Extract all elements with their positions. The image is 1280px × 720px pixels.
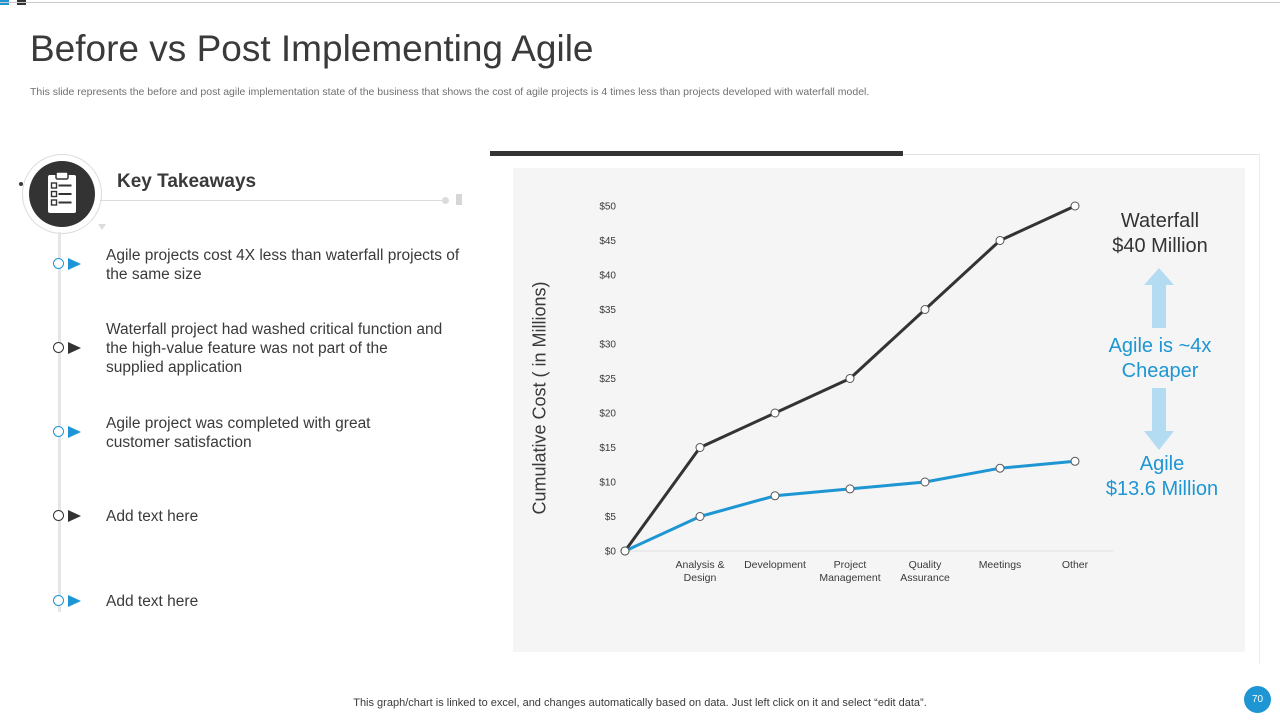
waterfall-annotation-line2: $40 Million xyxy=(1112,235,1208,257)
x-tick-label: Management xyxy=(819,572,880,584)
chart-right-border xyxy=(1259,154,1260,664)
agile-annotation-line2: $13.6 Million xyxy=(1105,478,1219,500)
bullet-arrow-icon xyxy=(68,342,81,354)
y-tick-label: $40 xyxy=(599,271,616,282)
page-number-badge: 70 xyxy=(1244,686,1271,713)
y-tick-label: $0 xyxy=(605,547,617,558)
takeaways-line-end-dot xyxy=(442,197,449,204)
takeaways-ring-dot xyxy=(19,182,23,186)
data-point-waterfall xyxy=(695,443,705,452)
y-tick-label: $15 xyxy=(599,443,616,454)
y-tick-label: $10 xyxy=(599,478,616,489)
data-point-agile xyxy=(620,546,630,556)
top-divider xyxy=(0,2,1280,3)
footer-note: This graph/chart is linked to excel, and… xyxy=(353,697,927,709)
bullet-arrow-icon xyxy=(68,426,81,438)
bullet-circle-icon xyxy=(53,342,64,353)
data-point-agile xyxy=(1070,456,1080,466)
page-subtitle: This slide represents the before and pos… xyxy=(30,86,870,98)
bullet-circle-icon xyxy=(53,426,64,437)
x-tick-label: Other xyxy=(1062,559,1089,571)
takeaways-down-arrow xyxy=(98,224,106,230)
data-point-agile xyxy=(995,463,1005,473)
data-point-waterfall xyxy=(845,374,855,383)
y-tick-label: $25 xyxy=(599,374,616,385)
bullet-arrow-icon xyxy=(68,258,81,270)
bullet-arrow-icon xyxy=(68,510,81,522)
takeaways-heading: Key Takeaways xyxy=(117,171,257,192)
x-tick-label: Design xyxy=(684,572,717,584)
page-title: Before vs Post Implementing Agile xyxy=(30,28,594,69)
agile-annotation: Agile $13.6 Million xyxy=(1106,452,1218,502)
x-tick-label: Project xyxy=(834,559,867,571)
agile-cheaper-line2: Cheaper xyxy=(1121,360,1199,382)
chart-top-bar xyxy=(490,151,903,156)
data-point-agile xyxy=(770,491,780,501)
agile-cheaper-annotation: Agile is ~4x Cheaper xyxy=(1109,334,1212,384)
chart-y-axis-label: Cumulative Cost ( in Millions) xyxy=(529,281,550,515)
bullet-circle-icon xyxy=(53,258,64,269)
y-tick-label: $45 xyxy=(599,236,616,247)
takeaways-line-end-bar xyxy=(456,194,462,205)
data-point-waterfall xyxy=(770,408,780,418)
data-point-waterfall xyxy=(920,305,930,314)
takeaway-text-5: Add text here xyxy=(106,593,199,610)
x-tick-label: Analysis & xyxy=(675,559,724,571)
waterfall-annotation: Waterfall $40 Million xyxy=(1112,209,1208,259)
takeaway-text-3: Agile project was completed with great c… xyxy=(106,415,371,451)
takeaways-icon-circle xyxy=(29,161,95,227)
y-tick-label: $5 xyxy=(605,512,617,523)
data-point-waterfall xyxy=(1070,201,1080,211)
cost-line-chart: $0 $5 $10 $15 $20 $25 $30 $35 $40 $45 $50 Analysis … xyxy=(599,201,1113,584)
bullet-circle-icon xyxy=(53,595,64,606)
x-tick-label: Meetings xyxy=(979,559,1022,571)
x-tick-label: Development xyxy=(744,559,806,571)
data-point-agile xyxy=(695,512,705,521)
takeaway-text-2: Waterfall project had washed critical fu… xyxy=(106,321,443,376)
clipboard-checklist-icon xyxy=(48,171,76,213)
double-arrow-icon xyxy=(1144,268,1174,450)
takeaway-text-4: Add text here xyxy=(106,508,199,525)
data-point-waterfall xyxy=(995,236,1005,245)
y-tick-label: $30 xyxy=(599,340,616,351)
x-tick-label: Assurance xyxy=(900,572,950,584)
takeaways-timeline xyxy=(58,232,61,612)
chart-top-line xyxy=(903,154,1260,155)
waterfall-annotation-line1: Waterfall xyxy=(1120,210,1200,232)
y-tick-label: $35 xyxy=(599,305,616,316)
x-tick-label: Quality xyxy=(909,559,942,571)
takeaway-text-1: Agile projects cost 4X less than waterfa… xyxy=(106,247,460,283)
bullet-arrow-icon xyxy=(68,595,81,607)
chart-background xyxy=(513,168,1245,652)
takeaways-icon-ring xyxy=(22,154,102,234)
y-tick-label: $20 xyxy=(599,409,616,420)
bullet-circle-icon xyxy=(53,510,64,521)
takeaways-heading-line xyxy=(100,200,445,201)
data-point-agile xyxy=(920,477,930,487)
data-point-agile xyxy=(845,484,855,494)
series-line-agile xyxy=(624,459,1076,553)
agile-annotation-line1: Agile xyxy=(1139,453,1185,475)
y-tick-label: $50 xyxy=(599,202,616,213)
agile-cheaper-line1: Agile is ~4x xyxy=(1108,335,1212,357)
